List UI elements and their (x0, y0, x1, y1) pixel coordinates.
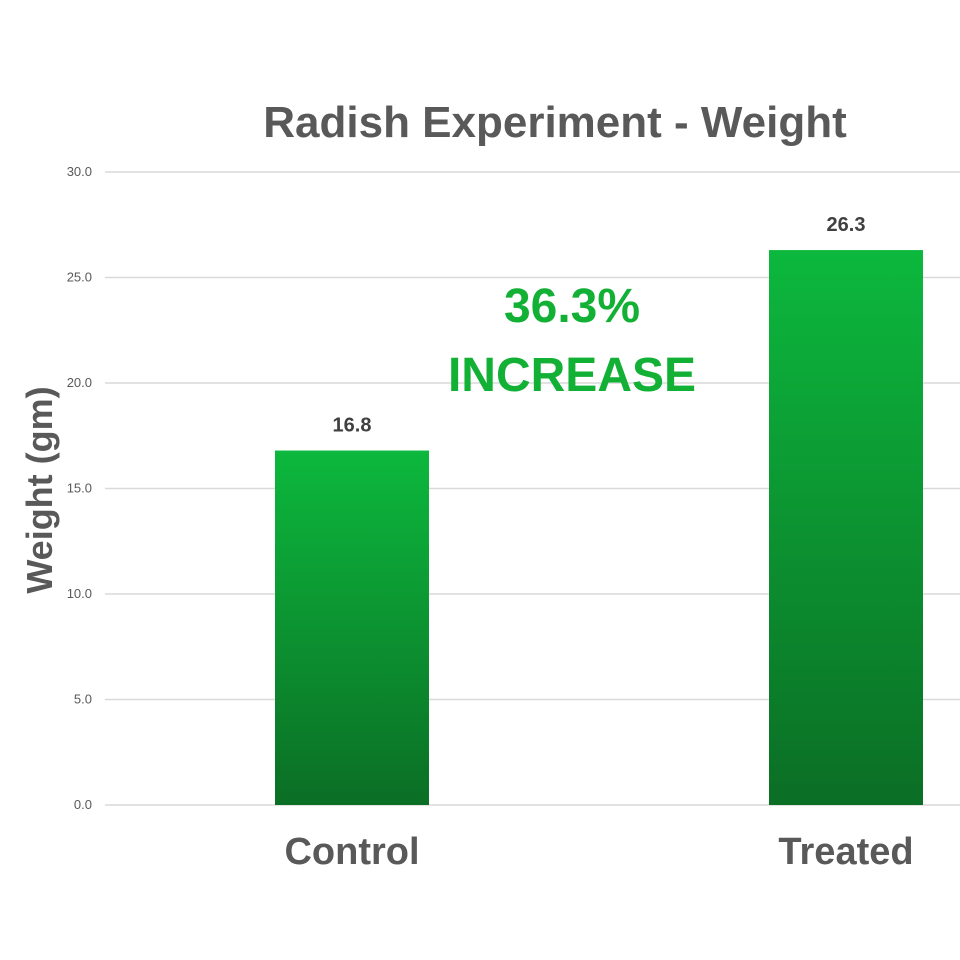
y-tick-label: 20.0 (67, 375, 92, 390)
y-tick-label: 5.0 (74, 692, 92, 707)
bar-treated (769, 250, 923, 805)
annotation-increase: INCREASE (448, 349, 696, 402)
chart-title: Radish Experiment - Weight (263, 98, 847, 147)
y-axis-ticks: 0.0 5.0 10.0 15.0 20.0 25.0 30.0 (67, 164, 92, 812)
x-category-label: Treated (778, 831, 913, 873)
y-tick-label: 25.0 (67, 270, 92, 285)
gridlines (105, 171, 960, 806)
data-label: 16.8 (333, 415, 372, 437)
y-tick-label: 10.0 (67, 586, 92, 601)
data-label: 26.3 (827, 214, 866, 236)
category-labels: Control Treated (284, 831, 913, 873)
annotation-percent: 36.3% (504, 280, 640, 333)
x-category-label: Control (284, 831, 419, 873)
bar-control (275, 450, 429, 805)
data-labels: 16.8 26.3 (333, 214, 866, 436)
y-tick-label: 0.0 (74, 797, 92, 812)
bars (275, 250, 923, 805)
y-axis-label: Weight (gm) (19, 386, 60, 593)
y-tick-label: 15.0 (67, 481, 92, 496)
y-tick-label: 30.0 (67, 164, 92, 179)
